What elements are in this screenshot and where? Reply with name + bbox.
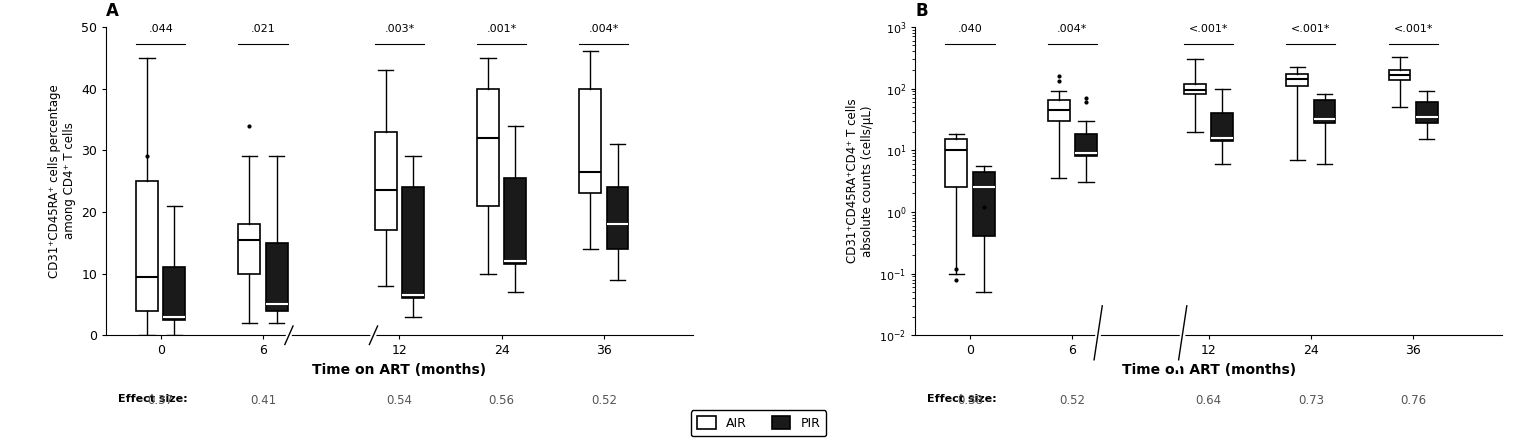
Bar: [137, 181, 158, 311]
Bar: [1185, 84, 1206, 94]
Text: 0.56: 0.56: [488, 394, 514, 407]
Text: 0.73: 0.73: [1299, 394, 1324, 407]
Y-axis label: CD31⁺CD45RA⁺ cells percentage
among CD4⁺ T cells: CD31⁺CD45RA⁺ cells percentage among CD4⁺…: [47, 84, 76, 278]
Bar: [1212, 113, 1233, 141]
Text: <.001*: <.001*: [1291, 24, 1330, 34]
Text: B: B: [915, 2, 928, 20]
Text: 0.37: 0.37: [147, 394, 174, 407]
Text: .021: .021: [250, 24, 276, 34]
Text: .040: .040: [957, 24, 983, 34]
Text: 0.64: 0.64: [1195, 394, 1221, 407]
Bar: [164, 267, 185, 320]
Bar: [504, 178, 526, 264]
Bar: [1048, 100, 1069, 121]
Text: .004*: .004*: [1057, 24, 1088, 34]
Text: .003*: .003*: [384, 24, 414, 34]
Text: Effect size:: Effect size:: [118, 394, 188, 404]
Text: 0.52: 0.52: [1059, 394, 1085, 407]
X-axis label: Time on ART (months): Time on ART (months): [313, 363, 487, 377]
Bar: [607, 187, 628, 249]
Text: 0.54: 0.54: [387, 394, 413, 407]
Text: .044: .044: [149, 24, 173, 34]
Bar: [478, 89, 499, 206]
Bar: [1388, 70, 1411, 80]
X-axis label: Time on ART (months): Time on ART (months): [1121, 363, 1296, 377]
Bar: [945, 139, 968, 187]
Legend: AIR, PIR: AIR, PIR: [690, 410, 827, 436]
Bar: [972, 172, 995, 236]
Text: <.001*: <.001*: [1189, 24, 1229, 34]
Bar: [579, 89, 601, 194]
Bar: [1314, 100, 1335, 122]
Text: .004*: .004*: [589, 24, 619, 34]
Bar: [238, 224, 261, 274]
Text: .001*: .001*: [487, 24, 517, 34]
Text: A: A: [106, 2, 118, 20]
Text: 0.76: 0.76: [1400, 394, 1426, 407]
Text: Effect size:: Effect size:: [927, 394, 997, 404]
Bar: [265, 243, 288, 311]
Bar: [402, 187, 423, 298]
Text: <.001*: <.001*: [1394, 24, 1434, 34]
Text: 0.41: 0.41: [250, 394, 276, 407]
Text: 0.52: 0.52: [592, 394, 617, 407]
Text: 0.38: 0.38: [957, 394, 983, 407]
Bar: [375, 132, 396, 230]
Bar: [1286, 73, 1308, 86]
Bar: [1076, 135, 1097, 156]
Y-axis label: CD31⁺CD45RA⁺CD4⁺ T cells
absolute counts (cells/μL): CD31⁺CD45RA⁺CD4⁺ T cells absolute counts…: [846, 99, 874, 263]
Bar: [1415, 102, 1438, 122]
